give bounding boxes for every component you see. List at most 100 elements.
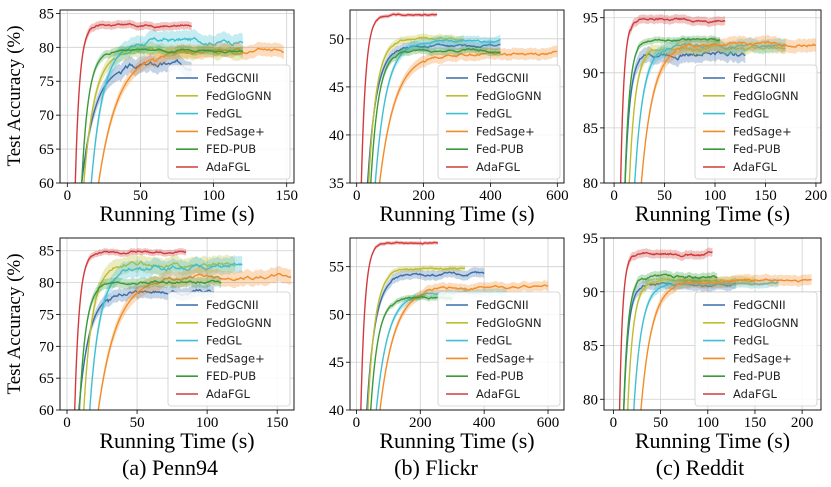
legend-label-fedgl: FedGL	[476, 334, 512, 348]
x-tick-label: 150	[275, 188, 298, 204]
legend-label-adafgl: AdaFGL	[206, 387, 251, 401]
chart-penn94-bottom: 0 50 100 150606570758085Running Time (s)Fed…	[39, 238, 294, 453]
legend-label-fedglognn: FedGloGNN	[733, 89, 799, 103]
legend: FedGCNII FedGloGNN FedGL FedSage+ Fed-PUB Ada…	[438, 292, 560, 406]
figure: 0 50 100 150606570758085Running Time (s)Fed…	[0, 0, 831, 487]
chart-flickr-bottom: 0 200 400 600 40 45 50 55 Running Time (s) FedGCN…	[329, 238, 564, 453]
y-tick-label: 50	[329, 307, 344, 323]
legend-label-adafgl: AdaFGL	[733, 387, 778, 401]
legend-label-fedgcnii: FedGCNII	[206, 71, 259, 85]
legend-label-fedgcnii: FedGCNII	[206, 298, 259, 312]
x-tick-label: 0	[610, 188, 618, 204]
y-tick-label: 60	[39, 403, 54, 419]
legend-label-fedgl: FedGL	[206, 334, 242, 348]
legend-label-fedgcnii: FedGCNII	[733, 298, 786, 312]
x-axis-label: Running Time (s)	[99, 201, 254, 226]
y-tick-label: 80	[583, 176, 598, 192]
x-tick-label: 0	[610, 415, 618, 431]
y-tick-label: 85	[39, 6, 54, 22]
y-tick-label: 95	[583, 231, 598, 247]
legend-label-fedsage: FedSage+	[733, 124, 792, 138]
legend-label-fedsage: FedSage+	[733, 351, 792, 365]
y-tick-label: 90	[583, 66, 598, 82]
legend-label-fedgl: FedGL	[476, 107, 512, 121]
legend-label-fed-pub: Fed-PUB	[733, 142, 781, 156]
caption-flickr: (b) Flickr	[394, 455, 478, 480]
y-tick-label: 80	[583, 392, 598, 408]
legend-label-fedgl: FedGL	[206, 107, 242, 121]
y-tick-label: 55	[329, 260, 344, 276]
x-axis-label: Running Time (s)	[379, 428, 534, 453]
captions: (a) Penn94 (b) Flickr (c) Reddit	[122, 455, 744, 480]
x-axis-label: Running Time (s)	[635, 428, 790, 453]
x-axis-label: Running Time (s)	[635, 201, 790, 226]
legend-label-fedgcnii: FedGCNII	[476, 71, 529, 85]
x-tick-label: 600	[537, 415, 560, 431]
panels: 0 50 100 150 60 65 70 75 80 85 Running Time (s) Fed…	[39, 6, 827, 453]
x-tick-label: 150	[266, 415, 289, 431]
legend-label-adafgl: AdaFGL	[476, 160, 521, 174]
y-tick-label: 70	[39, 108, 54, 124]
y-axis-label-top: Test Accuracy (%)	[4, 25, 25, 166]
y-tick-label: 35	[329, 176, 344, 192]
legend-label-adafgl: AdaFGL	[733, 160, 778, 174]
legend-label-fedgcnii: FedGCNII	[476, 298, 529, 312]
x-tick-label: 0	[353, 415, 361, 431]
legend: FedGCNII FedGloGNN FedGL FedSage+ Fed-PUB Ada…	[695, 65, 817, 179]
legend-label-fedglognn: FedGloGNN	[476, 316, 542, 330]
legend-label-fedsage: FedSage+	[476, 351, 535, 365]
legend-label-fedsage: FedSage+	[206, 124, 265, 138]
legend-label-fed-pub: FED-PUB	[206, 142, 256, 156]
y-tick-label: 80	[39, 276, 54, 292]
y-tick-label: 75	[39, 74, 54, 90]
y-tick-label: 95	[583, 11, 598, 27]
y-tick-label: 85	[583, 339, 598, 355]
x-axis-label: Running Time (s)	[99, 428, 254, 453]
legend: FedGCNII FedGloGNN FedGL FedSage+ Fed-PUB Ada…	[695, 292, 817, 406]
y-tick-label: 45	[329, 355, 344, 371]
legend-label-fedgl: FedGL	[733, 334, 769, 348]
x-tick-label: 600	[546, 188, 569, 204]
x-axis-label: Running Time (s)	[379, 201, 534, 226]
y-tick-label: 75	[39, 307, 54, 323]
legend-label-adafgl: AdaFGL	[476, 387, 521, 401]
y-tick-label: 70	[39, 339, 54, 355]
legend: FedGCNII FedGloGNN FedGL FedSage+ FED-PUB Ada…	[168, 292, 290, 406]
legend-label-adafgl: AdaFGL	[206, 160, 251, 174]
legend-label-fedsage: FedSage+	[476, 124, 535, 138]
y-tick-label: 60	[39, 176, 54, 192]
caption-penn94: (a) Penn94	[122, 455, 218, 480]
chart-penn94-top: 0 50 100 150606570758085Running Time (s)Fed…	[39, 6, 298, 226]
x-tick-label: 0	[353, 188, 361, 204]
chart-reddit-bottom: 0 50 100 150 20080859095Running Time (s)FedG…	[583, 231, 821, 453]
legend-label-fed-pub: Fed-PUB	[476, 142, 524, 156]
y-tick-label: 40	[329, 128, 344, 144]
y-labels: Test Accuracy (%) Test Accuracy (%)	[4, 25, 25, 394]
legend-label-fedgcnii: FedGCNII	[733, 71, 786, 85]
x-tick-label: 0	[64, 188, 72, 204]
chart-flickr-top: 0 200 400 600 35 40 45 50 Running Time (s) FedGCN…	[329, 10, 569, 226]
y-tick-label: 80	[39, 40, 54, 56]
y-tick-label: 85	[583, 121, 598, 137]
y-axis-label-bottom: Test Accuracy (%)	[4, 253, 25, 394]
y-tick-label: 50	[329, 32, 344, 48]
legend-label-fedglognn: FedGloGNN	[206, 316, 272, 330]
legend-label-fed-pub: Fed-PUB	[476, 369, 524, 383]
y-tick-label: 40	[329, 403, 344, 419]
y-tick-label: 65	[39, 142, 54, 158]
legend-label-fed-pub: FED-PUB	[206, 369, 256, 383]
legend: FedGCNII FedGloGNN FedGL FedSage+ Fed-PUB Ada…	[438, 65, 560, 179]
legend-label-fedsage: FedSage+	[206, 351, 265, 365]
legend-label-fed-pub: Fed-PUB	[733, 369, 781, 383]
legend-label-fedgl: FedGL	[733, 107, 769, 121]
legend-label-fedglognn: FedGloGNN	[733, 316, 799, 330]
chart-reddit-top: 0 50 100 150 20080859095Running Time (s)FedG…	[583, 10, 827, 226]
y-tick-label: 65	[39, 371, 54, 387]
y-tick-label: 45	[329, 80, 344, 96]
x-tick-label: 200	[805, 188, 828, 204]
y-tick-label: 85	[39, 244, 54, 260]
legend-label-fedglognn: FedGloGNN	[206, 89, 272, 103]
caption-reddit: (c) Reddit	[656, 455, 745, 480]
legend: FedGCNII FedGloGNN FedGL FedSage+ FED-PUB Ada…	[168, 65, 290, 179]
x-tick-label: 200	[791, 415, 814, 431]
